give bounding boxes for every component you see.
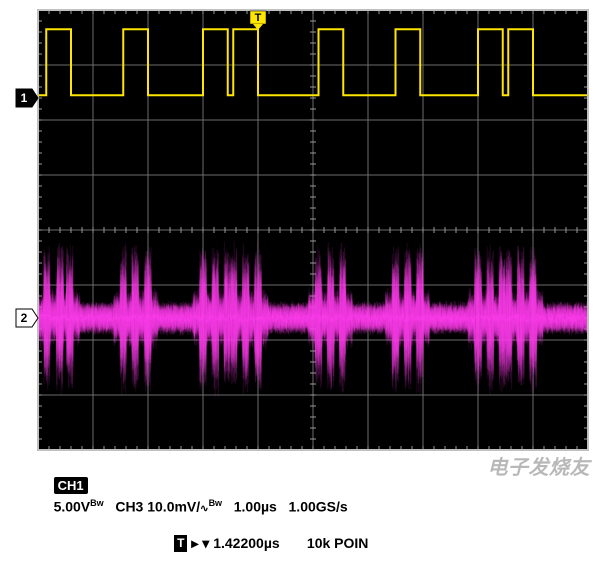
ch1-badge: CH1	[54, 477, 88, 494]
ch1-bw: Bw	[90, 498, 104, 508]
scope-screenshot: T12 CH1 5.00VBw CH3 10.0mV/∿Bw 1.00µs 1.…	[0, 0, 600, 506]
ch3-bw: Bw	[209, 498, 223, 508]
timebase: 1.00µs	[234, 499, 277, 515]
scope-plot: T 1 2	[0, 0, 600, 506]
trigger-arrow: ▸ ▾	[191, 535, 209, 551]
svg-text:2: 2	[21, 311, 28, 325]
watermark: 电子发烧友	[488, 451, 591, 480]
trigger-delay: 1.42200µs	[213, 535, 279, 551]
ch3-scale: 10.0mV/	[147, 499, 200, 515]
svg-text:T: T	[255, 12, 262, 24]
ch3-label: CH3	[115, 499, 143, 515]
status-bar: CH1 5.00VBw CH3 10.0mV/∿Bw 1.00µs 1.00GS…	[38, 460, 368, 569]
svg-text:1: 1	[21, 91, 28, 105]
sample-rate: 1.00GS/s	[289, 499, 348, 515]
record-length: 10k POIN	[307, 535, 368, 551]
trigger-badge: T	[174, 535, 187, 552]
ch1-scale: 5.00V	[54, 499, 91, 515]
